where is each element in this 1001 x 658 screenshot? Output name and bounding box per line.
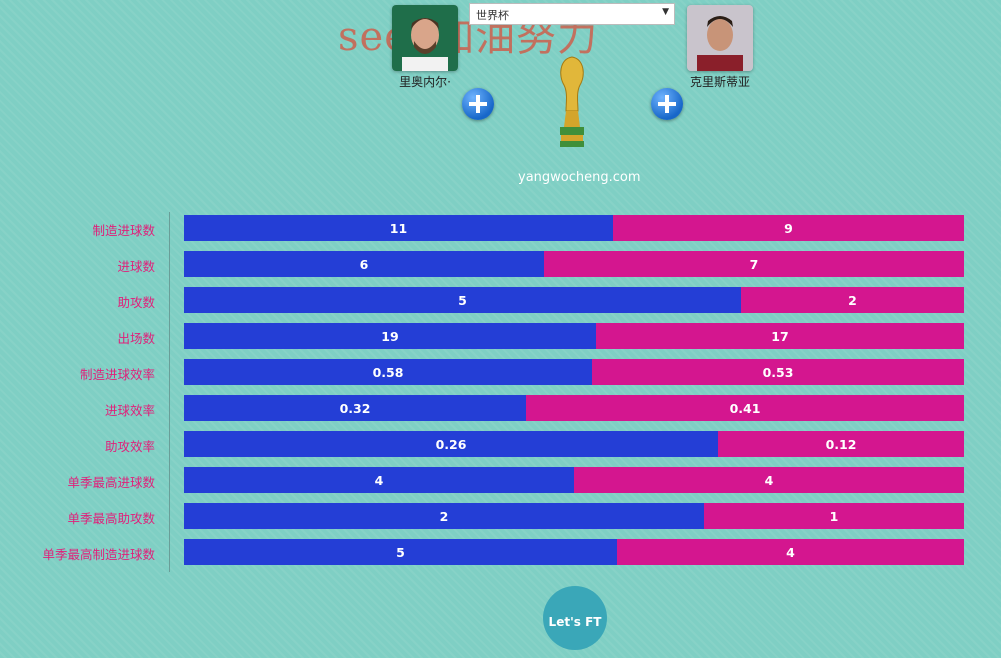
- row-label: 进球数: [117, 259, 155, 274]
- player-left-name: 里奥内尔·: [399, 75, 451, 89]
- row-label: 出场数: [117, 331, 155, 346]
- bar-left-player: 5: [184, 539, 617, 565]
- row-label: 进球效率: [104, 403, 155, 418]
- bar-right-player: 1: [704, 503, 964, 529]
- bar-left-player: 11: [184, 215, 613, 241]
- chevron-down-icon: ▼: [662, 7, 669, 17]
- bar-left-player: 0.32: [184, 395, 526, 421]
- add-left-player-button[interactable]: [462, 88, 494, 120]
- player-right[interactable]: 克里斯蒂亚: [675, 5, 765, 90]
- player-left-photo[interactable]: [392, 5, 458, 71]
- player-right-name: 克里斯蒂亚: [689, 75, 750, 89]
- bar-left-player: 0.26: [184, 431, 718, 457]
- row-label: 制造进球效率: [79, 367, 155, 382]
- add-right-player-button[interactable]: [651, 88, 683, 120]
- bar-left-player: 19: [184, 323, 596, 349]
- bar-right-player: 17: [596, 323, 964, 349]
- bar-right-player: 0.12: [718, 431, 964, 457]
- bar-right-player: 4: [574, 467, 964, 493]
- row-label: 单季最高进球数: [67, 475, 155, 490]
- bar-right-player: 0.53: [592, 359, 964, 385]
- trophy-icon: [552, 55, 592, 155]
- competition-select[interactable]: 世界杯 ▼: [469, 3, 675, 25]
- bar-right-player: 2: [741, 287, 964, 313]
- bar-right-player: 7: [544, 251, 964, 277]
- axis-line: [169, 212, 170, 572]
- row-label: 单季最高助攻数: [67, 511, 155, 526]
- row-label: 助攻数: [117, 295, 155, 310]
- row-label: 助攻效率: [104, 439, 155, 454]
- bar-left-player: 0.58: [184, 359, 592, 385]
- bar-left-player: 4: [184, 467, 574, 493]
- competition-select-value: 世界杯: [476, 9, 509, 22]
- row-label: 制造进球数: [92, 223, 155, 238]
- player-right-photo[interactable]: [687, 5, 753, 71]
- bar-left-player: 2: [184, 503, 704, 529]
- player-left[interactable]: 里奥内尔·: [380, 5, 470, 90]
- site-url: yangwocheng.com: [518, 170, 641, 185]
- bar-right-player: 4: [617, 539, 964, 565]
- row-label: 单季最高制造进球数: [42, 547, 155, 562]
- bar-right-player: 9: [613, 215, 964, 241]
- bar-left-player: 5: [184, 287, 741, 313]
- bar-left-player: 6: [184, 251, 544, 277]
- lets-ft-logo[interactable]: Let's FT: [543, 586, 607, 650]
- bar-right-player: 0.41: [526, 395, 964, 421]
